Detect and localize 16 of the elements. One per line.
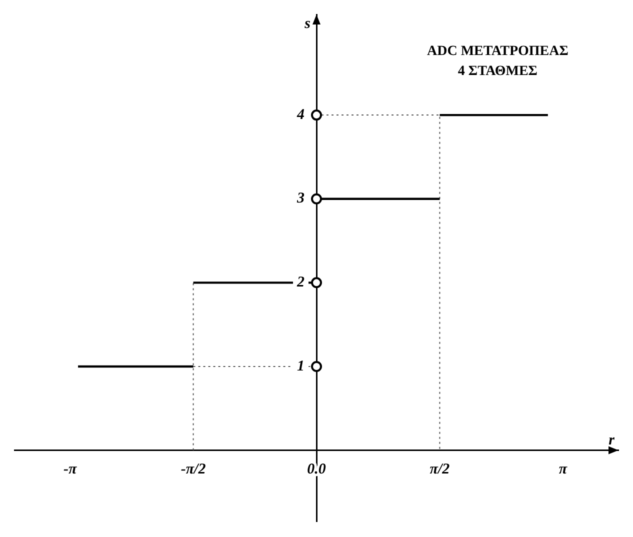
text: ADC ΜΕΤΑΤΡΟΠΕΑΣ — [427, 44, 568, 60]
point — [311, 360, 322, 372]
x-tick-label: π/2 — [430, 462, 450, 478]
y-axis-title: s — [304, 16, 311, 32]
point — [311, 277, 322, 288]
y-tick-label: 2 — [296, 274, 305, 291]
y-tick-label: 3 — [296, 190, 305, 207]
x-tick-label: -π — [63, 462, 78, 478]
y-tick-label: 4 — [296, 106, 305, 123]
point — [311, 193, 322, 204]
x-tick-label: π — [558, 462, 568, 478]
y-tick-label: 1 — [297, 358, 304, 374]
x-axis-title: r — [608, 432, 615, 449]
point — [311, 110, 322, 121]
x-tick-label: -π/2 — [180, 462, 206, 478]
text: 4 ΣΤΑΘΜΕΣ — [458, 64, 538, 80]
